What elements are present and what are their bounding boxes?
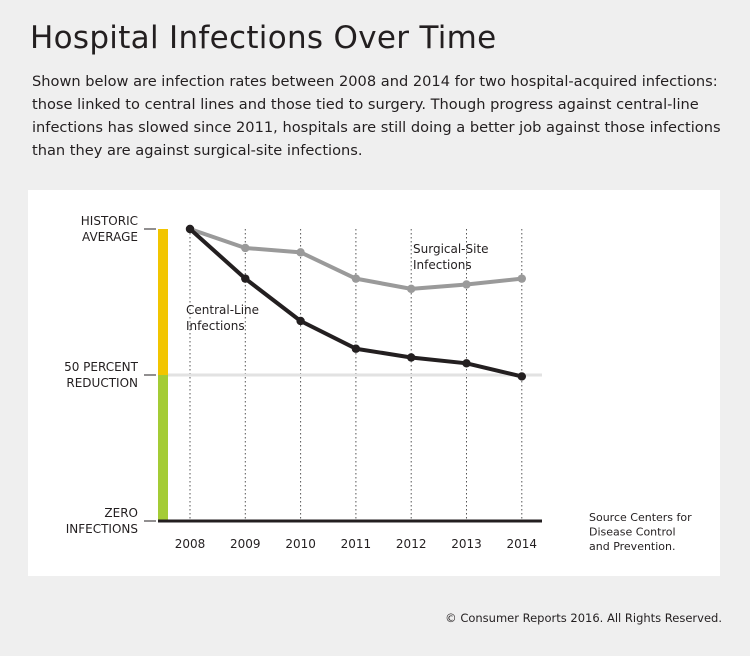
series-1-point-2011: [351, 344, 361, 353]
source-note-line-1: Source Centers for: [589, 511, 692, 524]
series-0-point-2013: [462, 280, 471, 289]
y-tick-label-2-line-1: ZERO: [104, 506, 138, 520]
y-tick-label-1-line-1: 50 PERCENT: [64, 360, 139, 374]
series-0-point-2009: [241, 243, 250, 253]
series-label-0-line-2: Infections: [413, 258, 472, 272]
x-tick-label-2008: 2008: [175, 537, 206, 551]
y-tick-label-0-line-1: HISTORIC: [81, 214, 138, 228]
scale-bar-lower: [158, 375, 168, 521]
copyright-text: © Consumer Reports 2016. All Rights Rese…: [445, 611, 722, 625]
series-0-point-2010: [296, 248, 305, 257]
series-0-point-2012: [407, 284, 416, 294]
x-tick-label-2009: 2009: [230, 537, 261, 551]
series-1-point-2008: [185, 224, 195, 234]
x-tick-label-2010: 2010: [285, 537, 316, 551]
series-1-point-2010: [296, 316, 305, 326]
series-1-point-2009: [241, 274, 250, 283]
line-chart: HISTORIC AVERAGE 50 PERCENT REDUCTION ZERO IN…: [64, 214, 692, 553]
series-1-point-2012: [407, 353, 416, 362]
x-tick-label-2011: 2011: [341, 537, 372, 551]
chart-panel: HISTORIC AVERAGE 50 PERCENT REDUCTION ZERO IN…: [28, 190, 720, 576]
page-subtitle: Shown below are infection rates between …: [32, 73, 721, 159]
scale-bar-upper: [158, 229, 168, 375]
series-label-1-line-1: Central-Line: [186, 303, 259, 317]
y-tick-label-2-line-2: INFECTIONS: [66, 522, 138, 536]
y-tick-label-1-line-2: REDUCTION: [66, 376, 138, 390]
series-label-0-line-1: Surgical-Site: [413, 242, 489, 256]
x-tick-label-2012: 2012: [396, 537, 427, 551]
source-note-line-2: Disease Control: [589, 526, 676, 539]
y-tick-label-0-line-2: AVERAGE: [82, 230, 138, 244]
page-title: Hospital Infections Over Time: [30, 20, 497, 56]
x-tick-label-2014: 2014: [507, 537, 538, 551]
series-label-1-line-2: Infections: [186, 319, 245, 333]
series-0-point-2014: [517, 274, 526, 283]
series-1-point-2013: [462, 359, 471, 368]
source-note-line-3: and Prevention.: [589, 540, 676, 553]
x-tick-label-2013: 2013: [451, 537, 482, 551]
series-1-point-2014: [517, 372, 526, 381]
series-0-point-2011: [351, 274, 361, 283]
